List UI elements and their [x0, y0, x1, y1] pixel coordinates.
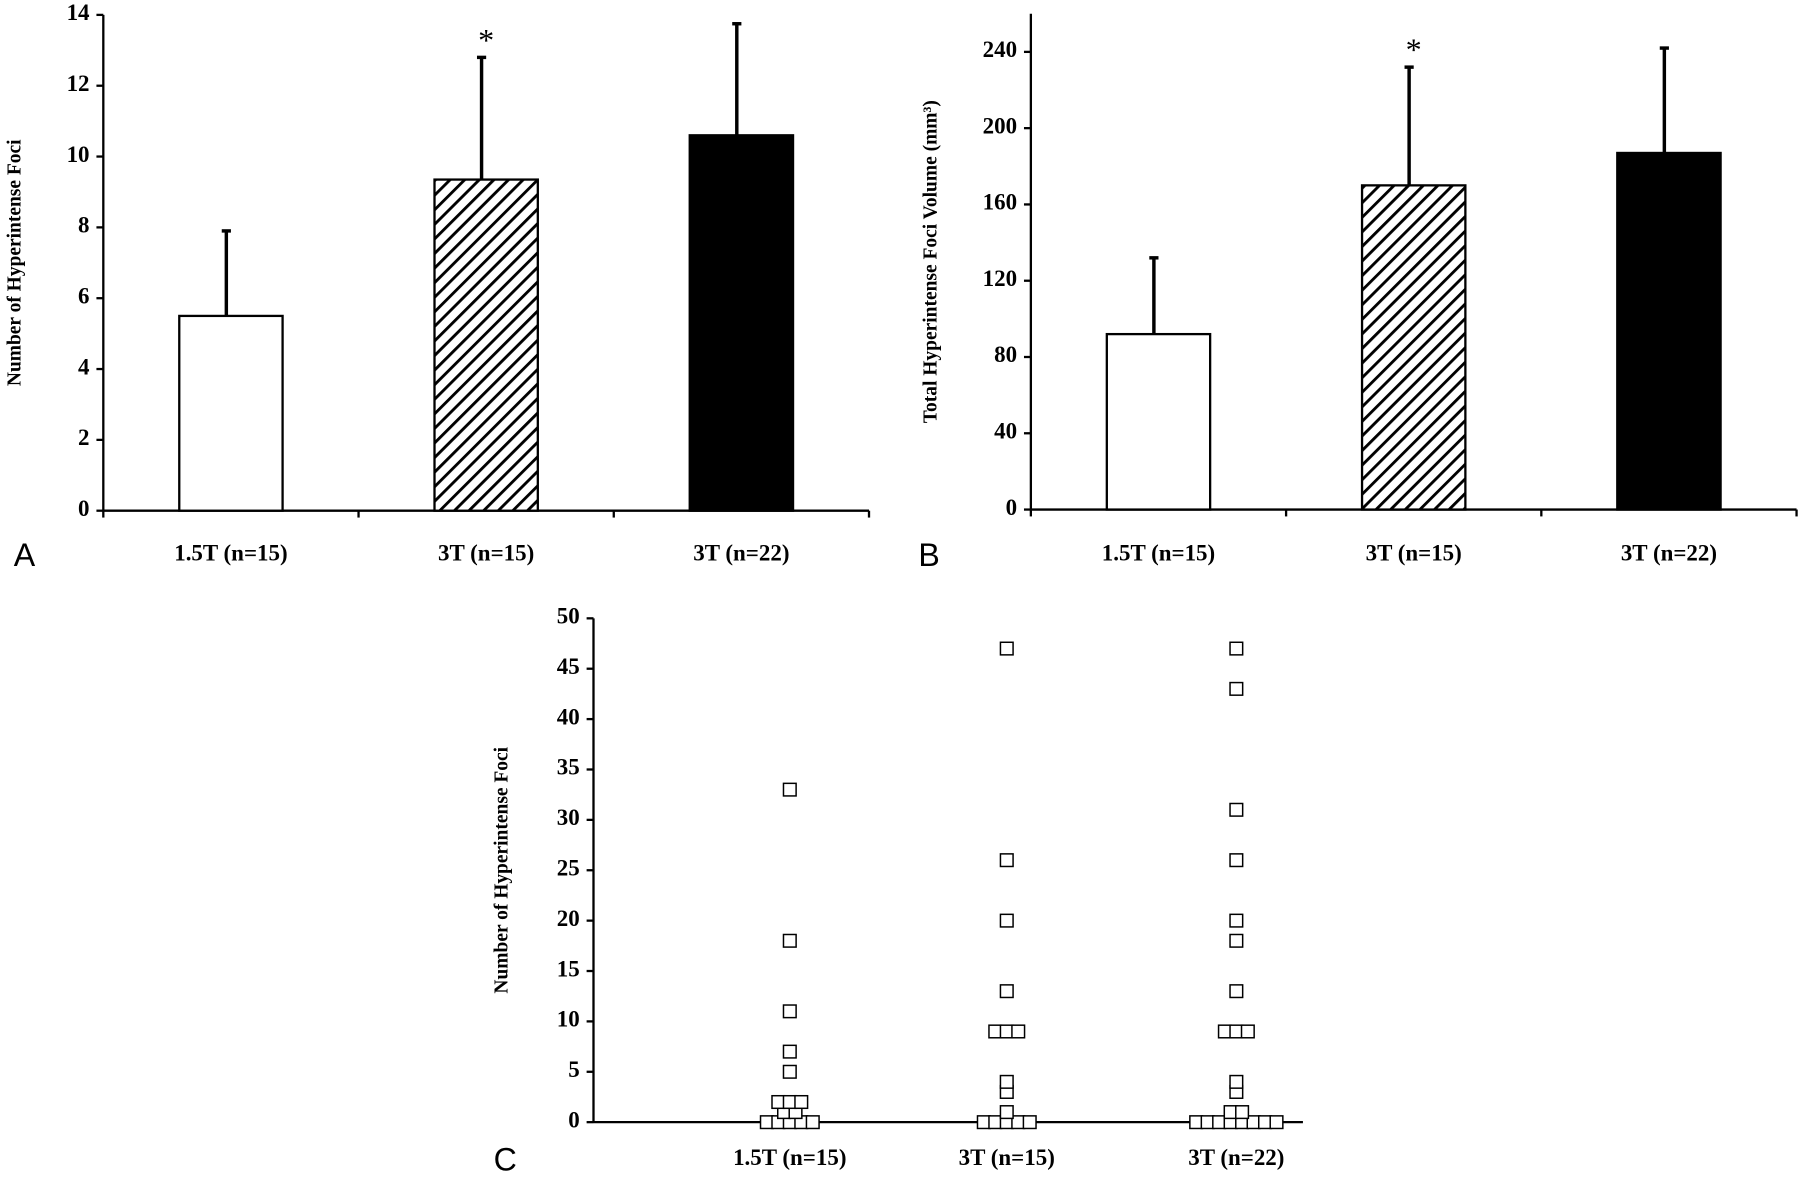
panel-label: B [918, 537, 939, 573]
y-tick-label: 4 [78, 354, 90, 379]
y-tick-label: 40 [994, 419, 1017, 444]
y-tick-label: 6 [78, 283, 89, 308]
x-tick-label: 1.5T (n=15) [733, 1145, 846, 1170]
y-axis-label: Total Hyperintense Foci Volume (mm³) [921, 100, 942, 423]
x-tick-label: 3T (n=15) [438, 541, 534, 566]
dot [782, 1004, 797, 1019]
y-axis-label: Number of Hyperintense Foci [5, 139, 26, 386]
dot [1022, 1115, 1037, 1130]
panel-label: A [14, 537, 36, 573]
dot [999, 641, 1014, 656]
y-tick-label: 25 [557, 856, 580, 881]
dot [1223, 1105, 1238, 1120]
y-tick-label: 80 [994, 342, 1017, 367]
y-tick-label: 0 [568, 1107, 579, 1132]
x-tick-label: 3T (n=22) [693, 541, 789, 566]
y-tick-label: 0 [78, 496, 89, 521]
dot [1011, 1024, 1026, 1039]
dot [1229, 933, 1244, 948]
y-tick-label: 0 [1006, 495, 1017, 520]
bar [1105, 332, 1212, 511]
dot [782, 1044, 797, 1059]
annotation: * [1406, 32, 1422, 68]
dot [1240, 1024, 1255, 1039]
bar [178, 314, 284, 512]
y-tick-label: 45 [557, 654, 580, 679]
bar [688, 134, 795, 512]
dot [1229, 802, 1244, 817]
y-tick-label: 120 [983, 266, 1017, 291]
x-tick-label: 3T (n=22) [1188, 1145, 1284, 1170]
x-tick-label: 1.5T (n=15) [1102, 541, 1215, 566]
dot [999, 913, 1014, 928]
dot [1229, 1024, 1244, 1039]
x-tick-label: 3T (n=15) [1366, 541, 1462, 566]
dot [782, 933, 797, 948]
dot [1217, 1024, 1232, 1039]
dot [999, 853, 1014, 868]
dot [1229, 913, 1244, 928]
dot [1212, 1115, 1227, 1130]
y-tick-label: 8 [78, 213, 89, 238]
x-tick-label: 3T (n=22) [1621, 541, 1717, 566]
dot [1269, 1115, 1284, 1130]
dot [805, 1115, 820, 1130]
y-tick-label: 35 [557, 755, 580, 780]
bar [1616, 151, 1722, 511]
dot [999, 1024, 1014, 1039]
dot [1200, 1115, 1215, 1130]
bar [433, 178, 539, 512]
dot [794, 1094, 809, 1110]
dot [1246, 1115, 1261, 1130]
y-tick-label: 200 [983, 113, 1017, 138]
dot [771, 1094, 786, 1110]
dot [999, 984, 1014, 999]
y-tick-label: 15 [557, 956, 580, 981]
y-tick-label: 12 [67, 71, 90, 96]
x-tick-label: 1.5T (n=15) [174, 541, 287, 566]
y-tick-label: 5 [568, 1057, 579, 1082]
dot [1229, 853, 1244, 868]
y-tick-label: 10 [67, 142, 90, 167]
y-tick-label: 14 [67, 0, 90, 25]
bar [1360, 184, 1467, 511]
y-tick-label: 240 [983, 37, 1017, 62]
y-tick-label: 40 [557, 704, 580, 729]
dot [999, 1105, 1014, 1120]
dot [1229, 681, 1244, 696]
dot [988, 1115, 1003, 1130]
dot [1011, 1115, 1026, 1130]
y-tick-label: 2 [78, 425, 89, 450]
dot [988, 1024, 1003, 1039]
dot [1229, 641, 1244, 656]
panel-label: C [494, 1142, 517, 1178]
y-tick-label: 50 [557, 604, 580, 629]
y-axis-label: Number of Hyperintense Foci [491, 746, 512, 993]
dot [1189, 1115, 1204, 1130]
dot [1229, 1074, 1244, 1089]
y-tick-label: 10 [557, 1007, 580, 1032]
y-tick-label: 30 [557, 805, 580, 830]
annotation: * [478, 22, 494, 58]
dot [1229, 984, 1244, 999]
dot [999, 1074, 1014, 1089]
dot [1257, 1115, 1273, 1130]
y-tick-label: 20 [557, 906, 580, 931]
dot [1235, 1105, 1250, 1120]
dot [782, 1064, 797, 1079]
x-tick-label: 3T (n=15) [959, 1145, 1055, 1170]
y-tick-label: 160 [983, 190, 1017, 215]
dot [782, 782, 797, 797]
dot [759, 1115, 774, 1130]
